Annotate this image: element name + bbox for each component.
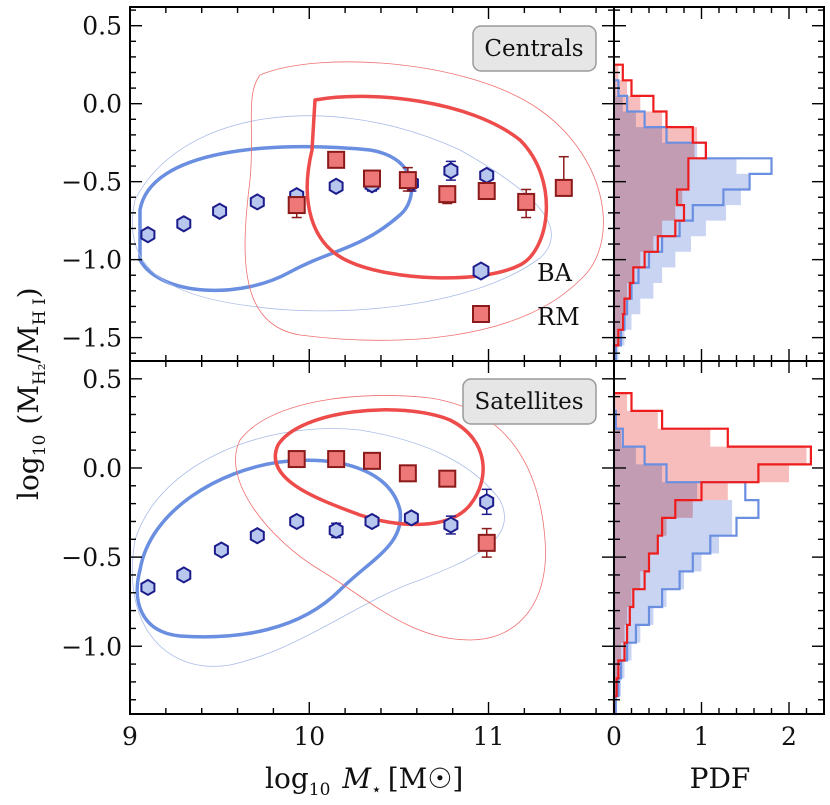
y-tick-label-centrals: 0.5 — [82, 12, 122, 41]
rm-hist-line-centrals — [612, 63, 707, 361]
ba-point-satellites-8 — [443, 516, 459, 534]
ba-point-centrals-2 — [212, 202, 228, 220]
rm-point-centrals-1 — [327, 150, 346, 169]
rm-hist-line-satellites — [612, 392, 812, 714]
ba-point-centrals-8 — [443, 162, 459, 180]
y-tick-label-satellites: 0.0 — [82, 454, 122, 483]
x-tick-label: 9 — [122, 722, 138, 751]
y-tick-label-satellites: −0.5 — [61, 543, 122, 572]
rm-point-centrals-3 — [398, 171, 417, 190]
ba-point-centrals-0 — [140, 226, 156, 244]
y-tick-label-centrals: −0.5 — [61, 168, 122, 197]
ba-point-satellites-7 — [403, 509, 419, 527]
rm-point-satellites-0 — [287, 450, 306, 469]
rm-point-satellites-2 — [363, 451, 381, 470]
ba-contour-outer-satellites — [131, 428, 505, 667]
ba-point-centrals-1 — [176, 215, 192, 233]
ba-point-satellites-4 — [289, 512, 305, 531]
legend-rm-label: RM — [537, 303, 580, 331]
rm-point-centrals-6 — [517, 192, 536, 211]
y-tick-label-centrals: 0.0 — [82, 90, 122, 119]
ba-point-centrals-3 — [249, 193, 265, 211]
ba-contour-inner-centrals — [138, 144, 414, 293]
rm-point-satellites-5 — [477, 533, 496, 552]
rm-contour-outer-satellites — [235, 395, 546, 641]
ba-point-centrals-5 — [328, 177, 344, 195]
legend-ba-label: BA — [537, 259, 573, 287]
ba-point-satellites-1 — [176, 566, 192, 584]
y-tick-label-satellites: −1.0 — [61, 632, 122, 661]
rm-point-satellites-1 — [327, 450, 346, 469]
points-layer — [140, 150, 573, 597]
y-axis-label: log10(MH₂/MH I) — [12, 287, 50, 500]
x-tick-label: 10 — [293, 722, 325, 751]
rm-point-centrals-2 — [363, 169, 381, 188]
legend-rm-marker — [472, 305, 490, 323]
histogram-layer — [612, 63, 812, 716]
rm-point-centrals-7 — [554, 178, 573, 197]
pdf-x-tick-label: 1 — [694, 722, 710, 751]
legend-ba-marker — [472, 261, 490, 281]
ba-point-satellites-3 — [249, 527, 265, 545]
satellites-label-box: Satellites — [462, 378, 597, 425]
contour-layer — [131, 61, 604, 667]
y-tick-label-satellites: 0.5 — [82, 365, 122, 394]
y-tick-label-centrals: −1.5 — [61, 324, 122, 353]
ba-point-satellites-6 — [364, 512, 380, 531]
rm-hist-fill-centrals — [614, 64, 698, 361]
rm-point-satellites-3 — [398, 464, 417, 483]
axes-layer: 0.5 0.0 −0.5 −1.0 −1.5 0.5 0.0 −0.5 −1.0 9 10 11 0 1 2 — [61, 6, 825, 751]
ba-contour-inner-satellites — [135, 458, 403, 639]
y-tick-label-centrals: −1.0 — [61, 246, 122, 275]
satellites-title: Satellites — [474, 389, 583, 415]
centrals-title: Centrals — [484, 36, 583, 62]
legend: BA RM — [472, 259, 580, 331]
rm-point-centrals-4 — [438, 185, 457, 204]
ba-point-centrals-9 — [479, 166, 495, 185]
pdf-axis-label: PDF — [690, 762, 751, 795]
ba-point-satellites-0 — [140, 578, 156, 597]
ba-contour-outer-centrals — [131, 115, 552, 312]
rm-point-centrals-0 — [287, 196, 306, 215]
ba-point-satellites-9 — [479, 493, 495, 511]
ba-point-satellites-5 — [328, 521, 344, 540]
rm-contour-inner-centrals — [305, 94, 549, 280]
centrals-label-box: Centrals — [472, 25, 597, 72]
rm-contour-outer-centrals — [244, 61, 604, 341]
x-axis-label: log10 M⋆ [M☉] — [265, 762, 463, 800]
rm-contour-inner-satellites — [273, 408, 485, 527]
x-tick-label: 11 — [473, 722, 505, 751]
pdf-x-tick-label: 0 — [606, 722, 622, 751]
rm-point-satellites-4 — [438, 469, 457, 488]
ba-point-satellites-2 — [213, 541, 229, 559]
pdf-x-tick-label: 2 — [781, 722, 797, 751]
rm-point-centrals-5 — [477, 182, 496, 201]
